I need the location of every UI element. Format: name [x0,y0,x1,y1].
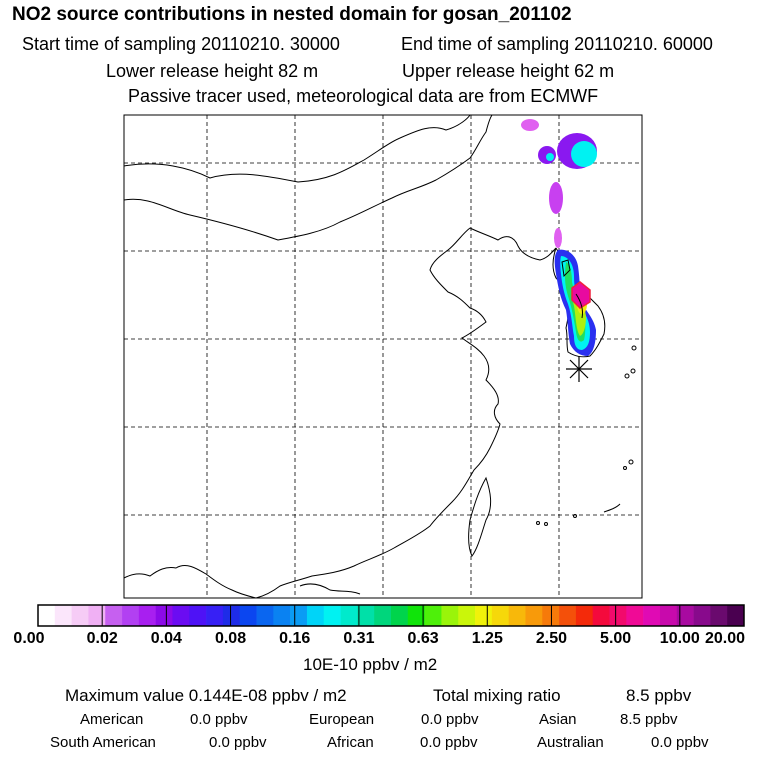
page-title: NO2 source contributions in nested domai… [12,4,572,25]
region-value: 0.0 ppbv [651,734,709,751]
colorbar-tick-label: 0.00 [13,630,45,647]
colorbar-cell [222,605,241,626]
colorbar-cell [323,605,341,626]
colorbar-tick-label: 1.25 [471,630,503,647]
colorbar-cell [424,605,442,626]
colorbar-cell [273,605,291,626]
region-name: African [327,734,374,751]
region-name: European [309,711,375,728]
colorbar-cell [54,605,72,626]
upper-release-height: Upper release height 62 m [402,61,615,81]
colorbar-cell [239,605,257,626]
colorbar-cell [491,605,509,626]
colorbar-cell [206,605,224,626]
colorbar-cell [391,605,409,626]
maximum-value: Maximum value 0.144E-08 ppbv / m2 [65,686,347,705]
colorbar-cell [340,605,358,626]
colorbar-cell [693,605,711,626]
colorbar-cell [575,605,594,626]
colorbar-tick-label: 2.50 [535,630,568,647]
colorbar-cell [525,605,543,626]
colorbar-cell [659,605,678,626]
total-mixing-ratio-value: 8.5 ppbv [626,686,692,705]
colorbar-cell [407,605,425,626]
colorbar-cell [542,605,560,626]
colorbar-cell [609,605,627,626]
colorbar-cell [374,605,392,626]
colorbar-tick-label: 0.08 [214,630,247,647]
colorbar-cell [172,605,190,626]
region-value: 0.0 ppbv [421,711,479,728]
colorbar-cell [155,605,173,626]
tracer-note: Passive tracer used, meteorological data… [128,86,599,106]
colorbar-cell [441,605,459,626]
colorbar-tick-label: 0.04 [150,630,182,647]
lower-release-height: Lower release height 82 m [106,61,319,81]
colorbar-tick-label: 0.02 [86,630,118,647]
colorbar-cell [122,605,140,626]
colorbar-cell [105,605,123,626]
colorbar-tick-label: 0.63 [407,630,439,647]
region-name: Asian [539,711,577,728]
region-value: 0.0 ppbv [190,711,248,728]
start-time: Start time of sampling 20110210. 30000 [22,34,340,54]
colorbar-cell [710,605,728,626]
colorbar-cell [88,605,106,626]
colorbar-cell [626,605,644,626]
colorbar-cell [643,605,661,626]
region-name: Australian [537,734,604,751]
colorbar-cell [71,605,89,626]
region-name: South American [50,734,156,751]
colorbar-cell [306,605,325,626]
colorbar-cell [357,605,375,626]
colorbar-cell [256,605,274,626]
total-mixing-ratio-label: Total mixing ratio [433,686,561,705]
colorbar-cells [38,605,745,626]
colorbar-tick-label: 10.00 [659,630,700,647]
colorbar-cell [727,605,745,626]
colorbar-tick-label: 0.16 [279,630,311,647]
colorbar-cell [508,605,526,626]
colorbar-tick-label: 0.31 [343,630,375,647]
region-value: 0.0 ppbv [420,734,478,751]
colorbar-cell [38,605,56,626]
colorbar-cell [559,605,577,626]
islands [536,345,637,526]
colorbar-cell [290,605,308,626]
colorbar-unit: 10E-10 ppbv / m2 [303,655,438,674]
region-name: American [80,711,144,728]
colorbar-tick-label: 20.00 [704,630,746,647]
end-time: End time of sampling 20110210. 60000 [401,34,713,54]
concentration-plume [521,119,597,356]
colorbar-tick-label: 5.00 [600,630,632,647]
colorbar-cell [475,605,493,626]
region-value: 0.0 ppbv [209,734,267,751]
colorbar-cell [458,605,476,626]
receptor-asterisk-icon [566,356,592,382]
colorbar-cell [189,605,207,626]
colorbar-cell [592,605,610,626]
colorbar-frame [37,604,745,627]
colorbar-cell [138,605,156,626]
region-value: 8.5 ppbv [620,711,678,728]
colorbar-cell [676,605,694,626]
